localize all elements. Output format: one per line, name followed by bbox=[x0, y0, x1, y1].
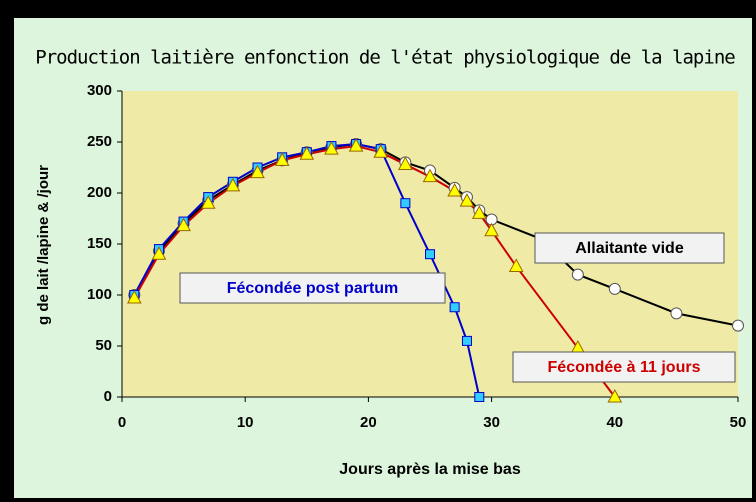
y-tick-label: 50 bbox=[95, 337, 112, 354]
marker bbox=[250, 164, 265, 179]
marker bbox=[200, 195, 216, 209]
marker bbox=[299, 146, 315, 160]
marker bbox=[670, 307, 683, 320]
legend-box bbox=[534, 232, 725, 264]
marker bbox=[225, 177, 241, 192]
y-tick-label: 200 bbox=[87, 184, 112, 201]
y-axis-label: g de lait /lapine & /jour bbox=[35, 165, 52, 325]
marker bbox=[447, 182, 462, 197]
legend-box bbox=[512, 351, 736, 383]
legend-label: Fécondée post partum bbox=[227, 280, 399, 297]
marker bbox=[484, 222, 499, 237]
marker bbox=[398, 156, 413, 170]
marker bbox=[449, 302, 460, 313]
y-tick-label: 150 bbox=[87, 235, 112, 252]
y-tick-label: 0 bbox=[104, 388, 112, 405]
marker bbox=[571, 268, 584, 281]
x-tick-label: 40 bbox=[606, 414, 623, 431]
marker bbox=[508, 258, 524, 272]
marker bbox=[324, 141, 339, 155]
marker bbox=[422, 168, 438, 183]
legend-label: Fécondée à 11 jours bbox=[548, 359, 701, 376]
y-tick-label: 300 bbox=[87, 82, 112, 99]
x-tick-label: 50 bbox=[730, 414, 747, 431]
y-tick-label: 250 bbox=[87, 133, 112, 150]
marker bbox=[126, 290, 142, 304]
x-tick-label: 20 bbox=[360, 414, 377, 431]
marker bbox=[151, 246, 167, 260]
marker bbox=[274, 152, 290, 166]
marker bbox=[608, 282, 621, 295]
legend-box bbox=[179, 272, 446, 304]
marker bbox=[400, 198, 411, 209]
marker bbox=[373, 144, 389, 158]
marker bbox=[348, 138, 364, 152]
marker bbox=[474, 392, 485, 402]
x-tick-label: 30 bbox=[483, 414, 500, 431]
marker bbox=[461, 335, 472, 346]
marker bbox=[425, 249, 435, 260]
marker bbox=[459, 193, 475, 207]
marker bbox=[732, 319, 744, 332]
x-tick-label: 10 bbox=[237, 414, 254, 431]
marker bbox=[176, 217, 191, 232]
chart-title: Production laitière enfonction de l'état… bbox=[35, 47, 735, 69]
y-tick-label: 100 bbox=[87, 286, 112, 303]
x-tick-label: 0 bbox=[118, 414, 126, 431]
marker bbox=[471, 205, 487, 219]
marker bbox=[607, 388, 623, 403]
legend-label: Allaitante vide bbox=[575, 240, 684, 257]
x-axis-label: Jours après la mise bas bbox=[339, 461, 521, 478]
